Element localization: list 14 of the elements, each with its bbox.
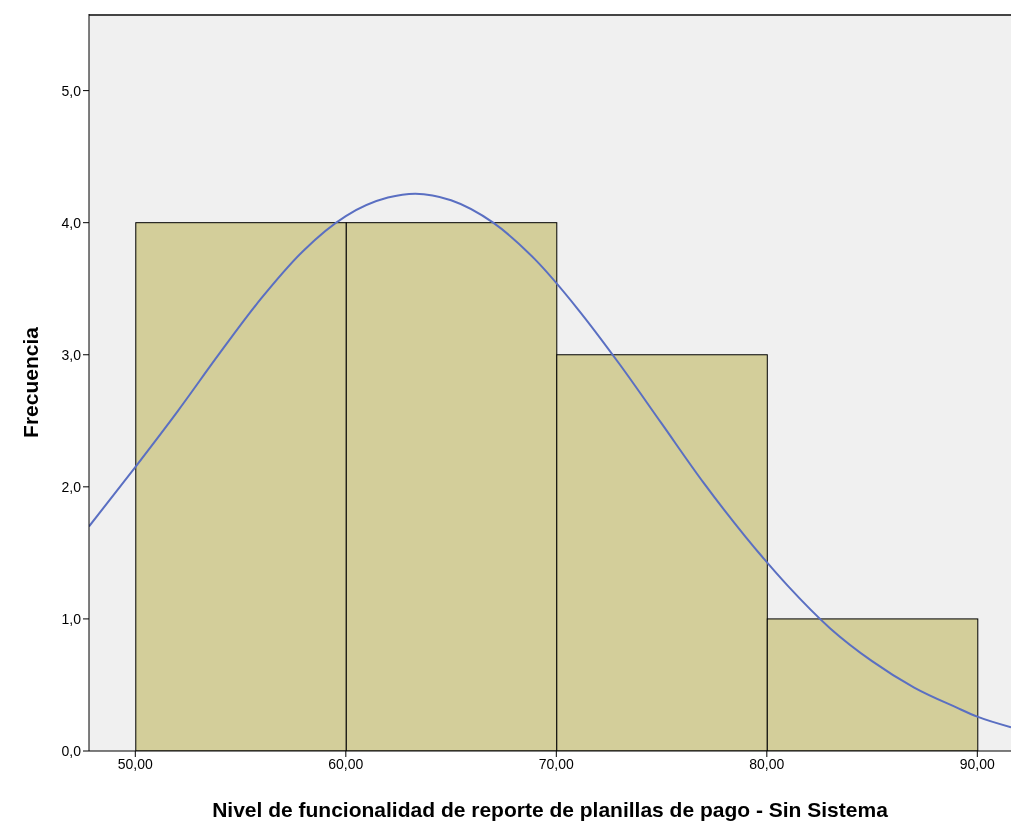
x-tick-label: 90,00 [959, 755, 996, 772]
y-axis-title: Frecuencia [19, 326, 43, 438]
line-series [89, 192, 1011, 729]
x-tick-label: 60,00 [328, 755, 364, 772]
y-tick-label: 2,0 [61, 478, 82, 495]
x-tick-label: 70,00 [538, 755, 575, 772]
y-tick-label: 0,0 [61, 742, 82, 759]
x-tick-label: 50,00 [117, 755, 154, 772]
y-tick-label: 1,0 [61, 610, 82, 627]
x-axis-title: Nivel de funcionalidad de reporte de planillas de pago - Sin Sistema [212, 798, 889, 821]
x-tick-label: 80,00 [749, 755, 785, 772]
y-tick-label: 5,0 [61, 82, 82, 99]
y-tick-label: 3,0 [61, 346, 82, 363]
y-tick-label: 4,0 [61, 214, 82, 231]
